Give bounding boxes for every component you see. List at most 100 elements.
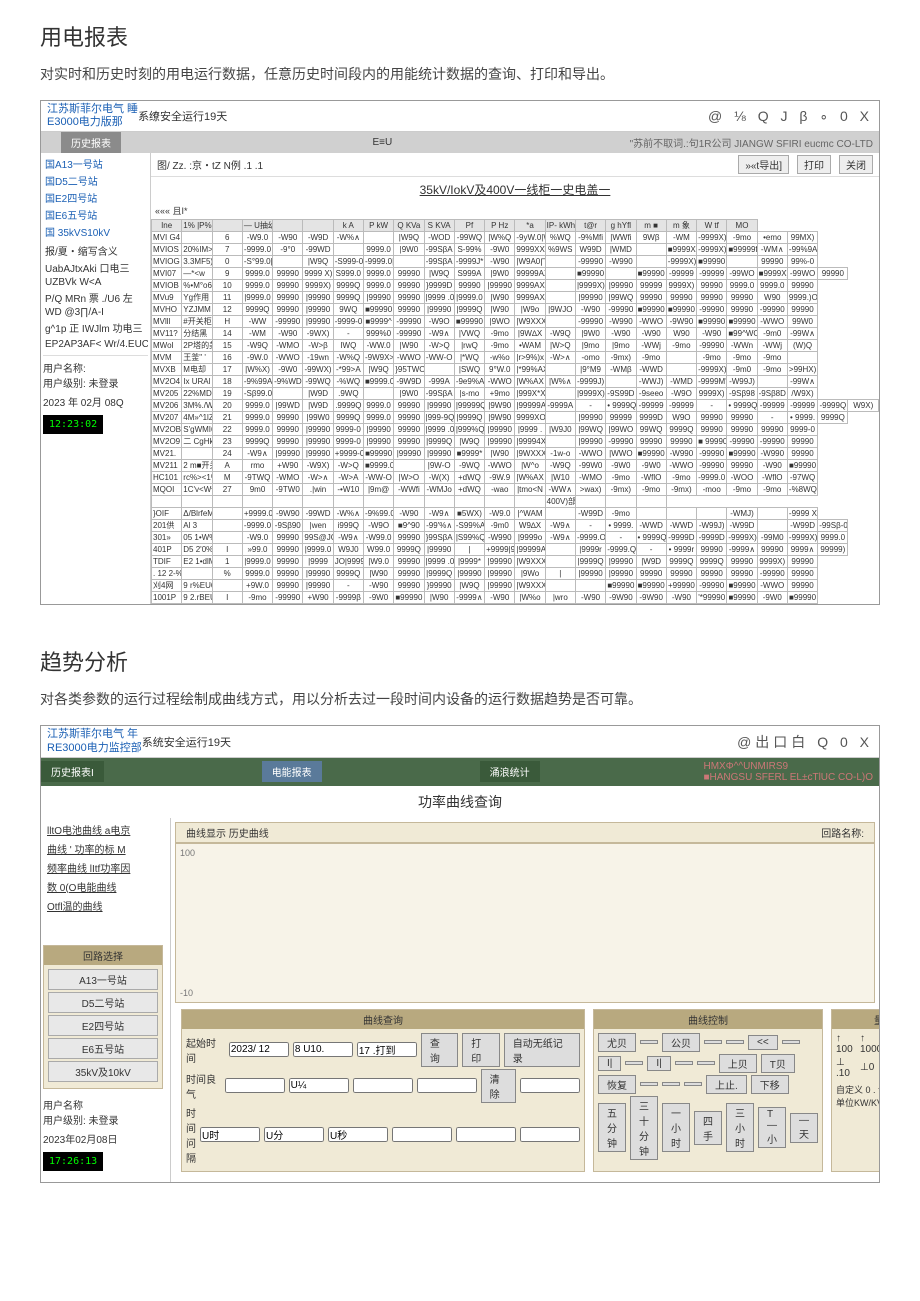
tab-history-report[interactable]: 历史报表	[61, 132, 121, 153]
user-name-label: 用户名称:	[43, 362, 148, 377]
ctrl-button[interactable]	[662, 1082, 680, 1086]
table-row: MV2O4Ix URAl 9W018-9%99A-9%WD-99WQ-%WQ■9…	[152, 376, 879, 388]
tree-node[interactable]: 国D5二号站	[43, 172, 148, 189]
print-button[interactable]: 打印	[797, 155, 831, 174]
loop-option[interactable]: 35kV及10kV	[48, 1061, 158, 1082]
curve-list-item[interactable]: 频率曲线 lItf功率因	[43, 858, 168, 877]
tree-node[interactable]: WD @3∏/A-I	[43, 306, 148, 319]
ctrl-button[interactable]: 下移	[751, 1075, 789, 1094]
ctrl-button[interactable]: 三小时	[726, 1103, 754, 1152]
tree-node[interactable]: UZBVk W<A	[43, 276, 148, 289]
table-row: MVHOYZJMM129999Q99990|999909WQ■999909999…	[152, 304, 879, 316]
tree-node[interactable]: 国A13一号站	[43, 155, 148, 172]
ctrl-button[interactable]: 五分钟	[598, 1103, 626, 1152]
ctrl-button[interactable]: I|	[598, 1056, 621, 1071]
table-row: MQOI1C'v<W^%u?279m0-9TW0.|win-•W10|9m@-W…	[152, 484, 879, 496]
tab-blank1[interactable]	[41, 132, 61, 153]
panel-input[interactable]	[456, 1127, 516, 1142]
app1: 江苏斯菲尔电气 睡 E3000电力版那 系缭安全运行19天 @ ⅛ Q J β …	[40, 100, 880, 605]
table-row: MV2O9二 CgHk 闭239999Q99990|999909999-0|99…	[152, 436, 879, 448]
export-button[interactable]: »«t导出]	[738, 155, 789, 174]
tree-node[interactable]: 报/夏・缩写含义	[43, 242, 148, 259]
loop-option[interactable]: E2四号站	[48, 1015, 158, 1036]
panel-input[interactable]	[417, 1078, 477, 1093]
ctrl-button[interactable]	[625, 1061, 643, 1065]
curve-list-item[interactable]: Otfl温的曲线	[43, 896, 168, 915]
tree-node[interactable]: 国E2四号站	[43, 189, 148, 206]
toolbar-left-text: 图/ Zz. :京・tZ N例 .1 .1	[157, 157, 263, 172]
table-row: MVIOG3.3MF5)1-C0-S°99.0|9W0|W9Q-S999-0-9…	[152, 256, 879, 268]
panel-input[interactable]	[520, 1127, 580, 1142]
ctrl-button[interactable]	[726, 1040, 744, 1044]
panel-input[interactable]	[293, 1042, 353, 1057]
tab2-surge[interactable]: 涌浪统计	[480, 761, 540, 782]
panel-input[interactable]	[392, 1127, 452, 1142]
curve-list-item[interactable]: 数 0(O电能曲线	[43, 877, 168, 896]
ctrl-button[interactable]: 三十分钟	[630, 1096, 658, 1160]
win-controls1[interactable]: @ ⅛ Q J β ∘ 0 X	[708, 108, 873, 125]
table-row: }OIFΔ/BlrfeMW+9999.0-9W90-99WD-W%∧-9%99.…	[152, 508, 879, 520]
ctrl-button[interactable]	[782, 1040, 800, 1044]
tree-node[interactable]: 国 35kVS10kV	[43, 223, 148, 240]
panel-input[interactable]	[357, 1042, 417, 1057]
date-display: 2023 年 02月 08Q	[43, 396, 148, 411]
tab-blank2[interactable]	[121, 132, 141, 153]
ctrl-button[interactable]	[675, 1061, 693, 1065]
ctrl-button[interactable]	[640, 1040, 658, 1044]
ctrl-button[interactable]	[640, 1082, 658, 1086]
win-controls2[interactable]: @出口白 Q 0 X	[737, 732, 873, 752]
clock1: 12:23:02	[43, 415, 103, 434]
ctrl-button[interactable]: — 天	[790, 1113, 818, 1143]
curve-list-item[interactable]: 曲线 ' 功率的标 M	[43, 839, 168, 858]
ctrl-button[interactable]: 上止.	[706, 1075, 747, 1094]
curve-list-item[interactable]: lltO电池曲线 a电京	[43, 820, 168, 839]
loop-option[interactable]: E6五号站	[48, 1038, 158, 1059]
sidebar2: lltO电池曲线 a电京曲线 ' 功率的标 M频率曲线 lItf功率因数 0(O…	[41, 818, 171, 1182]
tab2-energy[interactable]: 电能报表	[262, 761, 322, 782]
tree-node[interactable]: EP2AP3AF< Wr/4.EUC	[43, 338, 148, 351]
panel-input[interactable]	[353, 1078, 413, 1093]
close-button[interactable]: 关闭	[839, 155, 873, 174]
panel-button[interactable]: 打印	[462, 1033, 499, 1067]
ctrl-button[interactable]: I|	[647, 1056, 670, 1071]
panel-input[interactable]	[328, 1127, 388, 1142]
tree-node[interactable]: UabAJtxAki 口电三	[43, 259, 148, 276]
loop-option[interactable]: A13一号站	[48, 969, 158, 990]
panel-input[interactable]	[225, 1078, 285, 1093]
ctrl-button[interactable]: 公贝	[662, 1033, 700, 1052]
ctrl-button[interactable]: 恢复	[598, 1075, 636, 1094]
panel-input[interactable]	[229, 1042, 289, 1057]
tree-node[interactable]	[43, 351, 148, 353]
ctrl-button[interactable]	[697, 1061, 715, 1065]
table-row: HC101rc%><1%MnM-9TWQ-WMO-W>∧-W>A-WW-O|W>…	[152, 472, 879, 484]
panel-button[interactable]: 查询	[421, 1033, 458, 1067]
table-row: MVu9Yg作用11|9999.099990|999909999Q|999909…	[152, 292, 879, 304]
tree-node[interactable]: P/Q MRn 票 ./U6 左	[43, 289, 148, 306]
clock2: 17:26:13	[43, 1152, 103, 1171]
user-role2: 用户级别: 未登录	[43, 1114, 168, 1129]
chart-head-right: 回路名称:	[821, 825, 864, 840]
ctrl-button[interactable]: T贝	[761, 1054, 795, 1073]
panel-button[interactable]: 自动无纸记录	[504, 1033, 580, 1067]
ctrl-button[interactable]	[684, 1082, 702, 1086]
ctrl-button[interactable]: 四手	[694, 1111, 722, 1145]
ctrl-button[interactable]: 上贝	[719, 1054, 757, 1073]
panel-button[interactable]: 清除	[481, 1069, 516, 1103]
ctrl-button[interactable]: Τ — 小	[758, 1107, 786, 1148]
section2-desc: 对各类参数的运行过程绘制成曲线方式，用以分析去过一段时间内设备的运行数据趋势是否…	[40, 689, 880, 709]
section1-heading: 用电报表	[40, 20, 880, 52]
panel-input[interactable]	[520, 1078, 580, 1093]
panel-input[interactable]	[264, 1127, 324, 1142]
app2: 江苏斯菲尔电气 年 RE3000电力监控部 系统安全运行19天 @出口白 Q 0…	[40, 725, 880, 1182]
ctrl-button[interactable]: 尤贝	[598, 1033, 636, 1052]
tree-node[interactable]: g^1p 正 IWJlm 功电三	[43, 319, 148, 336]
ctrl-button[interactable]: 一小时	[662, 1103, 690, 1152]
tab2-history[interactable]: 历史报表I	[41, 761, 104, 782]
loop-option[interactable]: D5二号站	[48, 992, 158, 1013]
panel-input[interactable]	[200, 1127, 260, 1142]
panel-input[interactable]	[289, 1078, 349, 1093]
tree-node[interactable]: 国E6五号站	[43, 206, 148, 223]
ctrl-button[interactable]: <<	[748, 1035, 778, 1050]
ctrl-button[interactable]	[704, 1040, 722, 1044]
tab-center-icon: E≡U	[141, 137, 624, 148]
